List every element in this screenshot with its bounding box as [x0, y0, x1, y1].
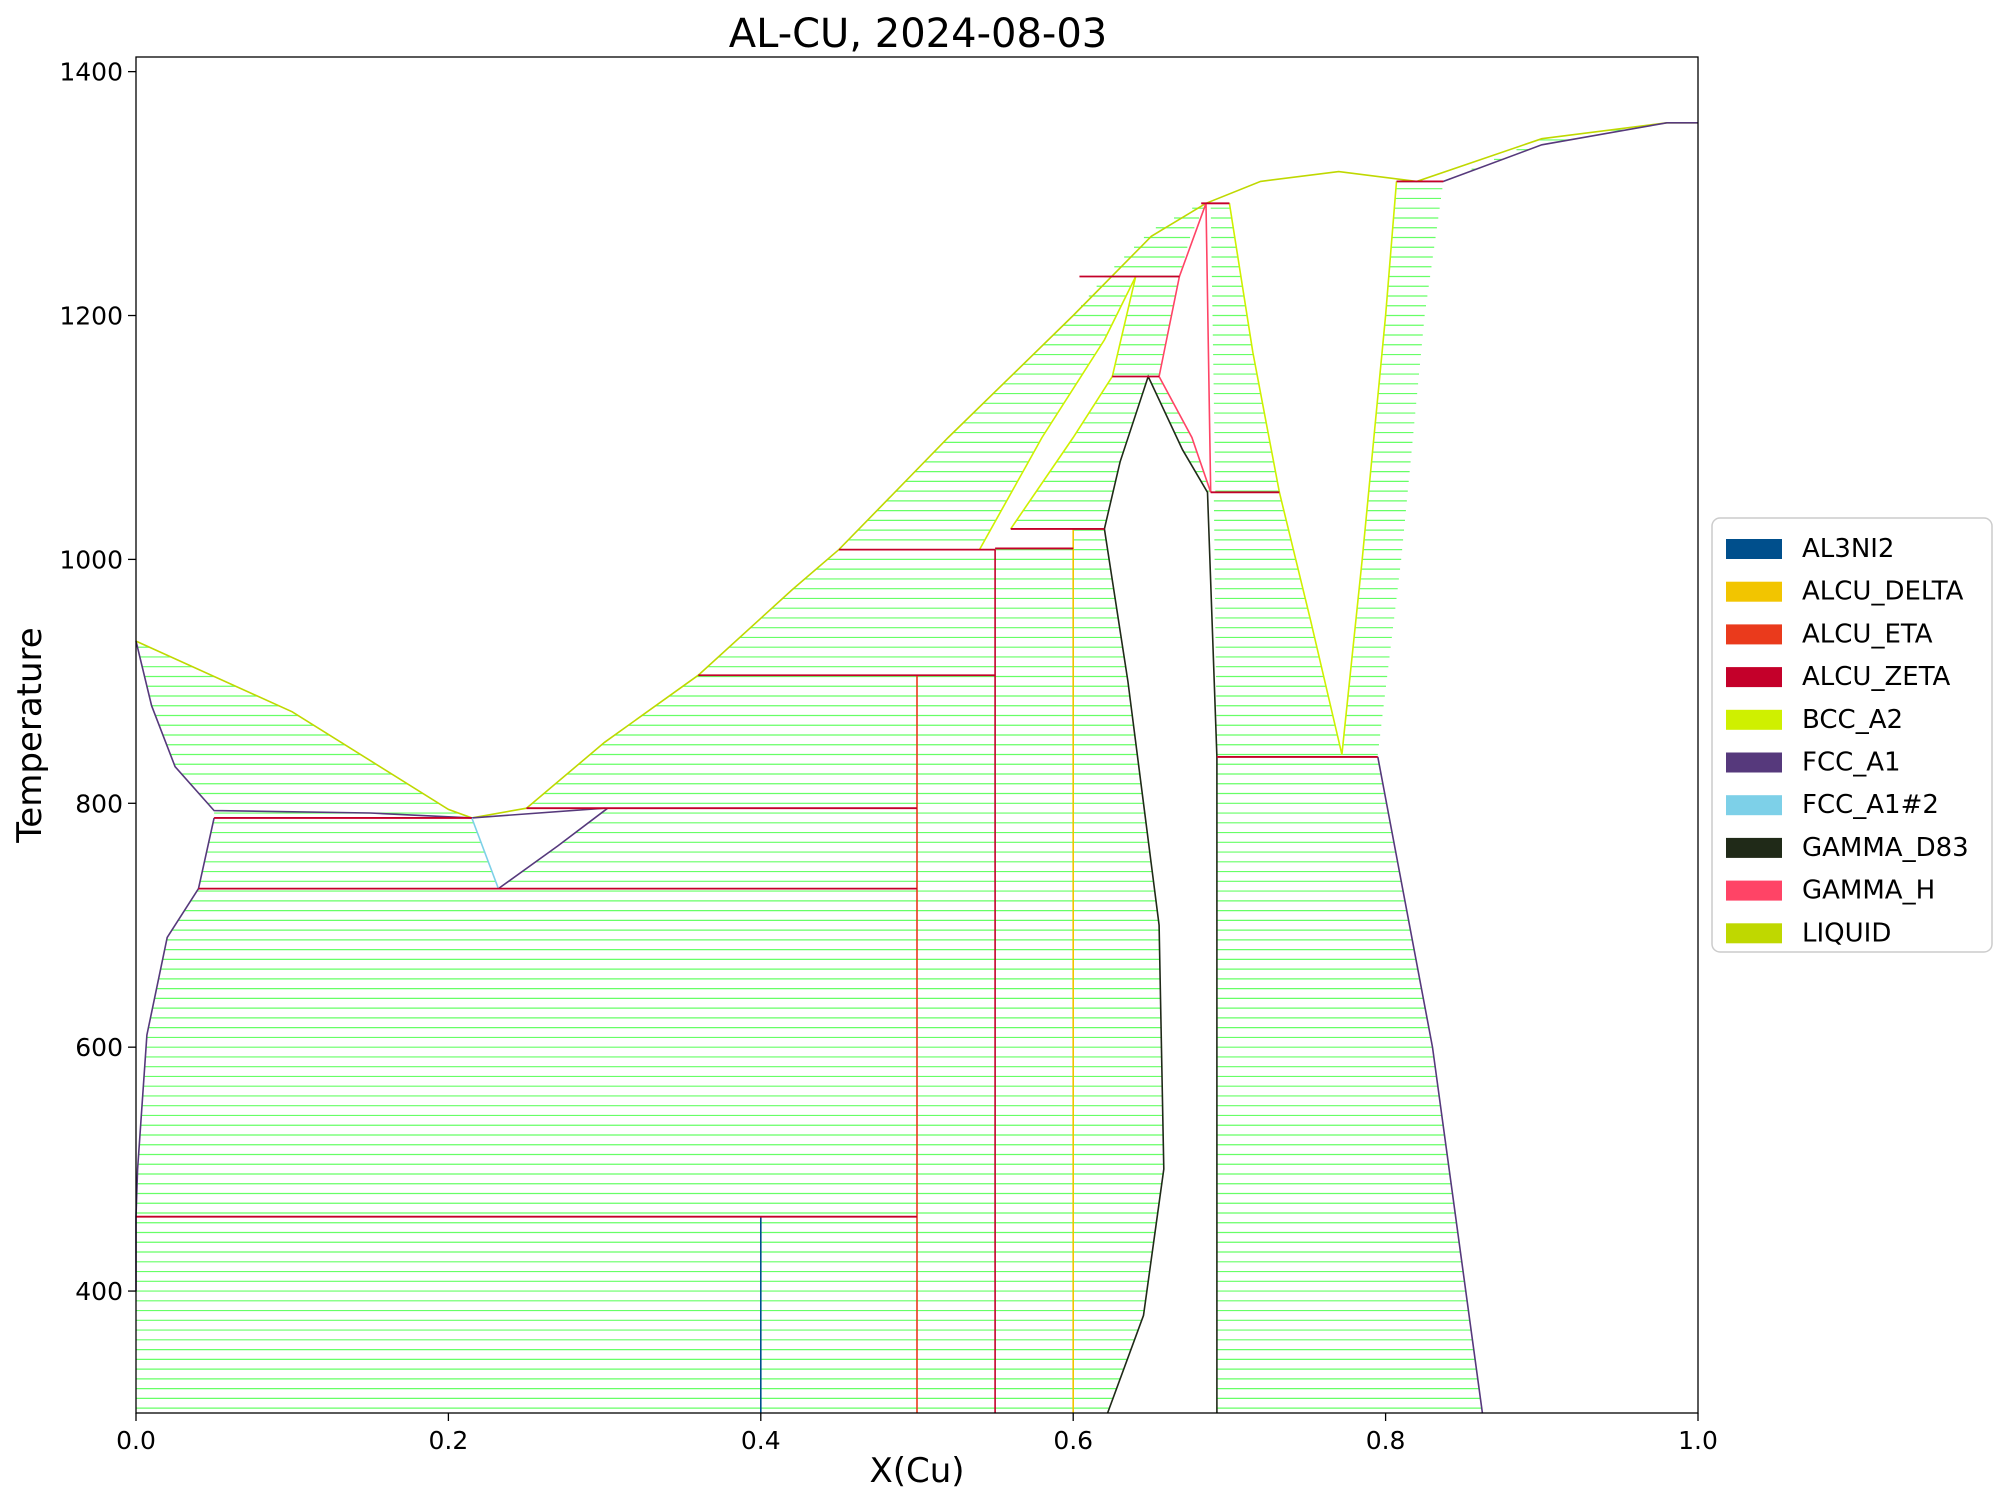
- legend-swatch: [1726, 837, 1782, 858]
- boundary-gamma-h: [1158, 203, 1212, 493]
- boundary-bcc-a2: [1228, 181, 1398, 755]
- legend-label: ALCU_ZETA: [1802, 662, 1951, 692]
- invariant-lines: [136, 180, 1444, 1218]
- legend-label: BCC_A2: [1802, 705, 1903, 735]
- legend-label: GAMMA_D83: [1802, 833, 1969, 863]
- y-tick-label: 1000: [59, 545, 123, 574]
- legend-swatch: [1726, 539, 1782, 559]
- boundary-bcc-a2: [1010, 276, 1137, 530]
- y-tick-label: 800: [75, 789, 123, 818]
- x-tick-label: 0.2: [429, 1426, 469, 1455]
- x-tick-label: 0.4: [741, 1426, 781, 1455]
- tie-lines: [136, 129, 1626, 1409]
- legend: AL3NI2 ALCU_DELTA ALCU_ETA ALCU_ZETA BCC_A2 F…: [1711, 517, 1993, 953]
- legend-swatch: [1726, 795, 1782, 816]
- legend-label: FCC_A1: [1802, 748, 1901, 778]
- legend-swatch: [1726, 923, 1782, 944]
- y-axis: 400 600 800 1000 1200 1400: [59, 58, 136, 1306]
- y-tick-label: 1400: [59, 58, 123, 87]
- legend-label: ALCU_ETA: [1802, 619, 1933, 649]
- chart-title: AL-CU, 2024-08-03: [729, 11, 1107, 57]
- boundary-fcc-a1: [1377, 756, 1484, 1414]
- boundary-bcc-a2: [978, 276, 1137, 550]
- y-axis-title: Temperature: [10, 627, 50, 843]
- y-tick-label: 1200: [59, 302, 123, 331]
- y-tick-label: 600: [75, 1033, 123, 1062]
- legend-swatch: [1726, 667, 1782, 688]
- x-axis: 0.0 0.2 0.4 0.6 0.8 1.0: [116, 1413, 1718, 1455]
- legend-label: ALCU_DELTA: [1802, 577, 1964, 607]
- boundary-fcc-a1: [497, 807, 609, 890]
- legend-swatch: [1726, 752, 1782, 773]
- legend-label: FCC_A1#2: [1802, 790, 1939, 820]
- boundary-gamma-d83: [1103, 374, 1218, 1414]
- x-tick-label: 0.0: [116, 1426, 156, 1455]
- plot-frame: [135, 56, 1699, 1414]
- boundary-fcc-a1-2: [471, 817, 500, 889]
- boundary-gamma-h: [1158, 376, 1212, 493]
- x-tick-label: 0.6: [1053, 1426, 1093, 1455]
- legend-label: LIQUID: [1802, 918, 1891, 948]
- legend-label: GAMMA_H: [1802, 876, 1935, 906]
- x-axis-title: X(Cu): [869, 1451, 964, 1491]
- legend-label: AL3NI2: [1802, 534, 1894, 564]
- plot-area: [135, 122, 1698, 1414]
- x-tick-label: 1.0: [1678, 1426, 1718, 1455]
- legend-swatch: [1726, 624, 1782, 645]
- boundary-fcc-a1: [1443, 122, 1698, 183]
- legend-swatch: [1726, 880, 1782, 901]
- y-tick-label: 400: [75, 1277, 123, 1306]
- legend-swatch: [1726, 581, 1782, 602]
- x-tick-label: 0.8: [1366, 1426, 1406, 1455]
- legend-swatch: [1726, 709, 1782, 730]
